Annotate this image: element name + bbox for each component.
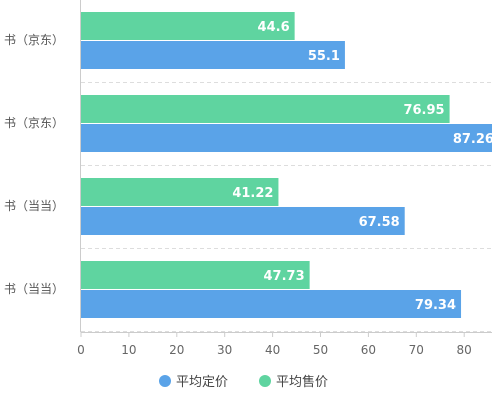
legend-item[interactable]: 平均售价 (259, 374, 328, 390)
bar-list-price (81, 207, 405, 235)
category-label: 书（京东） (4, 33, 64, 47)
bars-layer (81, 12, 492, 318)
data-label: 79.34 (415, 298, 456, 313)
bar-list-price (81, 124, 492, 152)
x-tick-label: 80 (457, 343, 472, 357)
data-label: 44.6 (258, 20, 290, 35)
x-tick-label: 30 (217, 343, 232, 357)
bar-sale-price (81, 178, 279, 206)
legend: 平均定价 平均售价 (159, 374, 328, 390)
legend-item[interactable]: 平均定价 (159, 375, 228, 390)
legend-marker (159, 375, 171, 387)
data-label: 55.1 (308, 49, 340, 64)
bar-sale-price (81, 95, 450, 123)
category-label: 书（当当） (4, 199, 64, 213)
legend-label: 平均定价 (176, 375, 228, 390)
x-tick-label: 40 (265, 343, 280, 357)
x-tick-label: 70 (409, 343, 424, 357)
data-label: 41.22 (232, 186, 273, 201)
category-label: 书（当当） (4, 282, 64, 296)
x-tick-label: 20 (169, 343, 184, 357)
x-tick-label: 60 (361, 343, 376, 357)
category-label: 书（京东） (4, 116, 64, 130)
data-label: 76.95 (403, 103, 444, 118)
x-tick-label: 50 (313, 343, 328, 357)
data-label: 87.26 (453, 132, 492, 147)
bar-sale-price (81, 12, 295, 40)
bar-list-price (81, 290, 462, 318)
data-label: 67.58 (359, 215, 400, 230)
x-axis: 0 10 20 30 40 50 60 70 80 (77, 0, 492, 357)
bar-list-price (81, 41, 345, 69)
legend-label: 平均售价 (276, 374, 328, 390)
grid-layer (81, 82, 492, 332)
bar-sale-price (81, 261, 310, 289)
data-label: 47.73 (264, 269, 305, 284)
legend-marker (259, 375, 271, 387)
x-tick-label: 0 (77, 343, 85, 357)
labels-layer: 44.6 55.1 书（京东） 76.95 87.26 书（京东） 41.22 67.58 书（… (4, 20, 492, 313)
x-tick-label: 10 (121, 343, 136, 357)
